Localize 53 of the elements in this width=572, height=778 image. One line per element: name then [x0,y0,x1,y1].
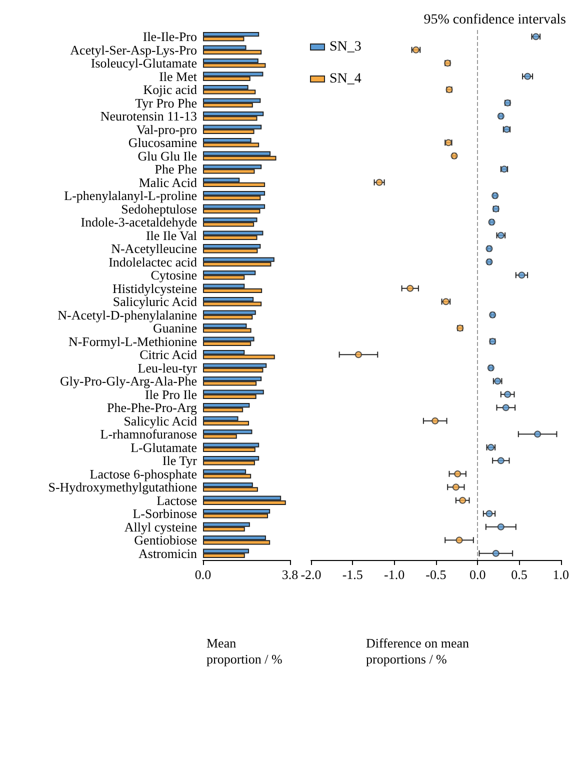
y-tick-label: Phe Phe [154,162,198,177]
x-tick-label: 0.0 [194,567,212,582]
point [486,510,493,518]
legend-label: SN_3 [330,40,362,54]
y-tick-label: Phe-Phe-Pro-Arg [106,400,198,416]
x-tick-label: -2.0 [300,567,322,582]
y-tick-label: Acetyl-Ser-Asp-Lys-Pro [70,42,197,58]
y-tick-label: Ile-Ile-Pro [142,29,197,44]
y-tick-label: L-phenylalanyl-L-proline [64,188,198,204]
y-tick-label: L-Sorbinose [132,506,198,522]
x-tick-label: -1.5 [342,567,363,582]
y-tick-label: Kojic acid [143,82,198,98]
x-tick-label: 0.0 [469,567,486,582]
point [502,404,510,412]
point [456,536,463,544]
legend-label: SN_4 [330,72,362,86]
y-tick-label: L-Glutamate [130,440,198,455]
point [432,417,439,424]
point [354,351,362,358]
point [406,284,414,292]
y-tick-label: Ile Tyr [162,453,198,468]
y-tick-label: Glu Glu Ile [138,148,198,164]
y-tick-label: Val-pro-pro [136,122,197,137]
x-tick-label: -0.5 [426,567,446,582]
chart-title: 95% confidence intervals [424,12,566,28]
point [452,484,460,491]
y-tick-label: Guanine [152,320,198,336]
point [376,178,383,186]
point [518,272,526,279]
y-tick-label: Citric Acid [140,347,198,362]
x-tick-label: 3.8 [282,567,298,582]
point [454,470,462,478]
x-tick-label: -1.0 [384,567,405,582]
y-tick-label: Ile Met [159,68,198,84]
x-tick-label: 1.0 [552,567,569,582]
y-tick-label: Malic Acid [138,174,198,190]
point [492,550,500,557]
point [497,457,504,464]
y-tick-label: Astromicin [138,546,198,561]
x-tick-label: 0.5 [511,567,528,582]
y-tick-label: Lactose [156,492,198,508]
point [524,72,532,80]
y-tick-label: Allyl cysteine [124,519,198,534]
point [534,430,542,438]
point [497,523,504,530]
point [459,496,466,504]
y-tick-label: N-Acetylleucine [111,241,198,256]
x-axis-title: Mean proportion / % [206,636,282,666]
y-tick-label: N-Formyl-L-Methionine [68,334,198,349]
point [504,390,512,398]
y-tick-label: Cytosine [150,268,198,283]
y-tick-label: Leu-leu-tyr [138,360,198,376]
x-axis-title: Difference on mean proportions / % [366,636,472,666]
